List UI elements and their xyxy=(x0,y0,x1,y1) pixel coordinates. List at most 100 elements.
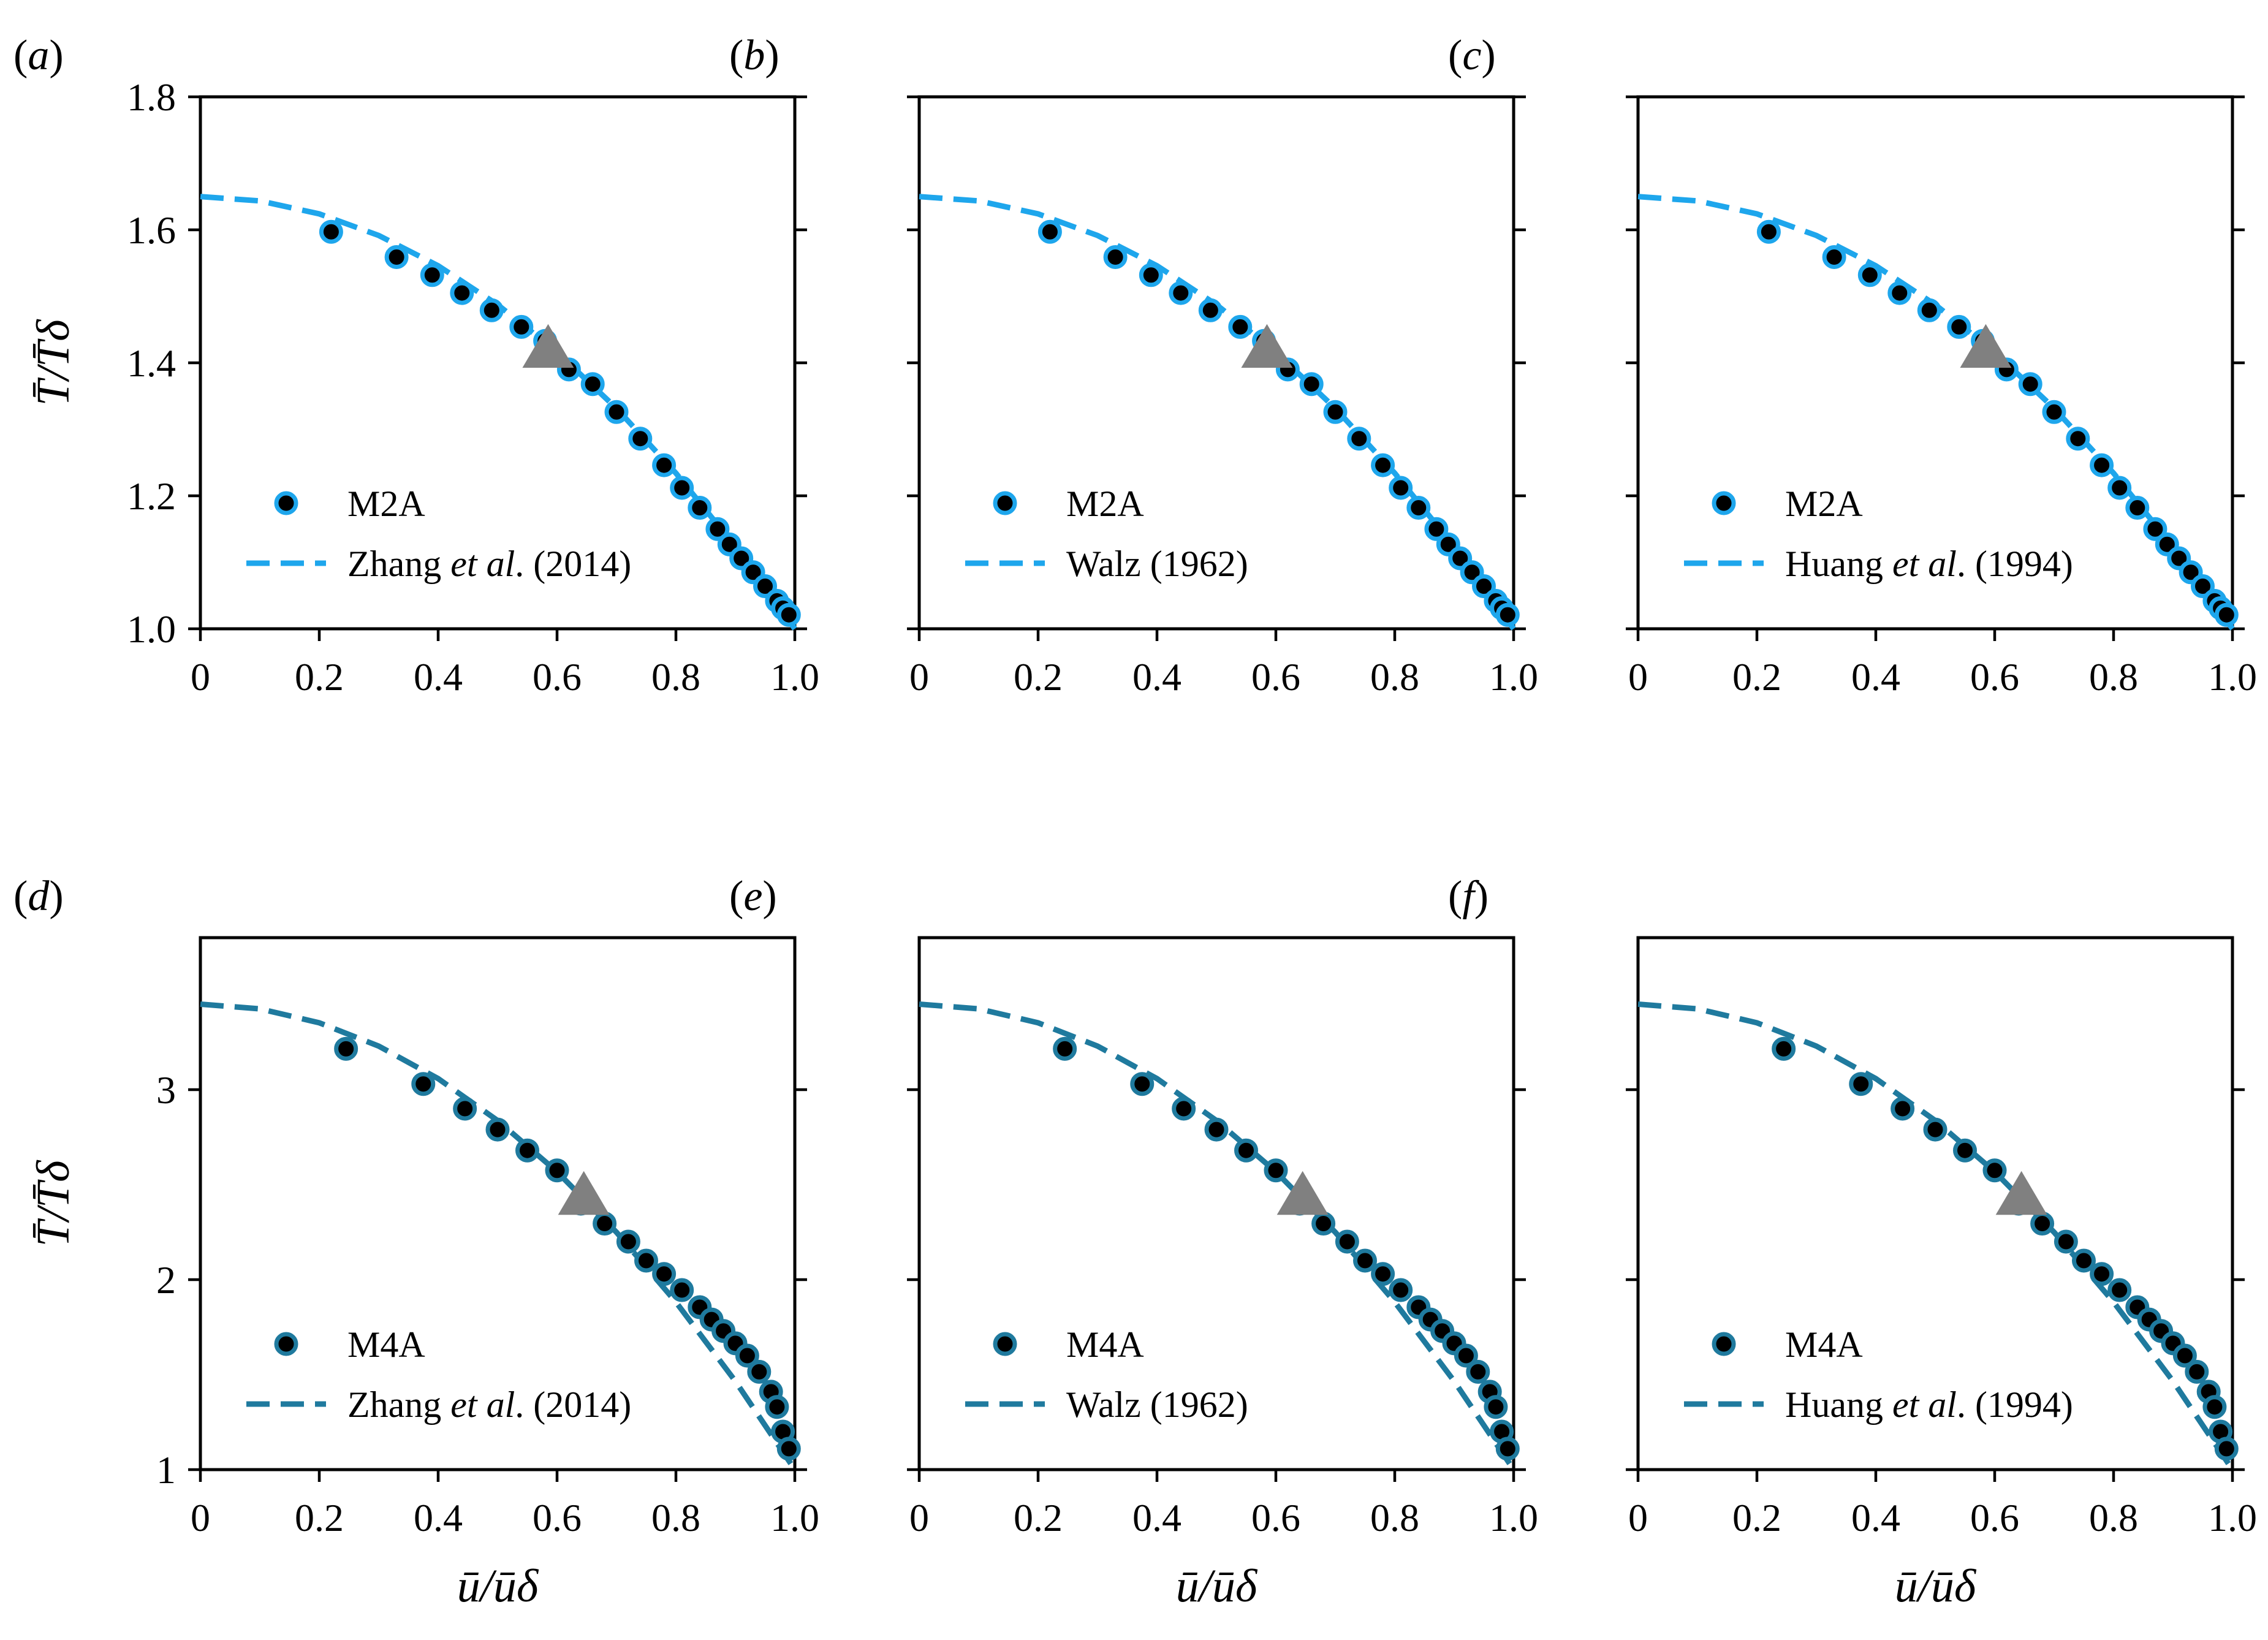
x-tick-label: 0.2 xyxy=(295,1496,344,1539)
data-point xyxy=(1353,1248,1377,1273)
data-point xyxy=(1130,1072,1155,1096)
data-point xyxy=(1947,314,1971,339)
x-tick-label: 0 xyxy=(191,1496,210,1539)
x-tick-label: 0.6 xyxy=(1251,655,1300,699)
x-tick-label: 0.4 xyxy=(1851,1496,1900,1539)
data-point xyxy=(1323,400,1348,424)
x-tick-label: 0 xyxy=(1628,1496,1648,1539)
x-tick-label: 0.4 xyxy=(1851,655,1900,699)
data-point xyxy=(1424,517,1449,541)
data-point xyxy=(2143,517,2167,541)
x-tick-label: 1.0 xyxy=(770,655,819,699)
panel-label: (c) xyxy=(1448,32,1496,79)
x-tick-label: 0.6 xyxy=(1970,1496,2019,1539)
data-point xyxy=(593,1212,617,1236)
x-tick-label: 0 xyxy=(909,1496,929,1539)
legend-label: M4A xyxy=(347,1324,425,1365)
data-point xyxy=(688,496,712,520)
legend-marker xyxy=(274,1332,298,1356)
x-tick-label: 0.4 xyxy=(414,655,463,699)
data-point xyxy=(634,1248,658,1273)
data-point xyxy=(1335,1229,1359,1254)
data-point xyxy=(1037,219,1062,244)
data-point xyxy=(1389,1278,1413,1302)
x-tick-label: 1.0 xyxy=(1489,655,1538,699)
triangle-marker xyxy=(522,324,574,368)
data-point xyxy=(776,1437,801,1461)
data-point xyxy=(1454,1343,1478,1368)
data-point xyxy=(1204,1117,1229,1142)
data-point xyxy=(2172,1343,2197,1368)
x-tick-label: 0.6 xyxy=(533,1496,582,1539)
data-point xyxy=(2090,453,2114,477)
x-tick-label: 1.0 xyxy=(770,1496,819,1539)
x-tick-label: 1.0 xyxy=(2208,1496,2257,1539)
x-tick-label: 0.8 xyxy=(2089,655,2138,699)
legend-marker xyxy=(1712,491,1736,515)
x-tick-label: 0.8 xyxy=(1370,1496,1419,1539)
panel-a: (a) 0 0.2 0.4 0.6 0.8 1.0 1.0 1.2 1.4 1.6 1.8 T̄/T̄δ… xyxy=(13,32,819,699)
data-point xyxy=(545,1158,569,1183)
data-point xyxy=(453,1096,477,1121)
data-point xyxy=(515,1138,539,1163)
triangle-marker xyxy=(1960,324,2012,368)
x-tick-label: 1.0 xyxy=(1489,1496,1538,1539)
legend-label: Walz (1962) xyxy=(1066,1384,1248,1425)
panel-c: (c) 0 0.2 0.4 0.6 0.8 1.0 M2A Huang et al. (1994… xyxy=(1448,32,2257,699)
legend-label: M2A xyxy=(1066,484,1144,524)
x-tick-label: 0.2 xyxy=(295,655,344,699)
data-point xyxy=(2054,1229,2078,1254)
data-point xyxy=(1103,245,1128,269)
data-point xyxy=(411,1072,436,1096)
plot-frame xyxy=(1636,936,2234,1471)
plot-frame xyxy=(917,936,1515,1471)
x-axis-label: ū/ūδ xyxy=(1176,1560,1258,1612)
data-point xyxy=(1371,453,1395,477)
y-tick-label: 1 xyxy=(156,1448,176,1492)
x-tick-label: 0.8 xyxy=(651,1496,700,1539)
data-point xyxy=(1484,1395,1508,1419)
data-point xyxy=(2191,574,2215,599)
data-point xyxy=(1299,372,1324,397)
data-point xyxy=(652,1262,677,1286)
data-point xyxy=(1228,314,1253,339)
data-point xyxy=(1953,1138,1977,1163)
x-tick-label: 0.6 xyxy=(1970,655,2019,699)
panel-label: (e) xyxy=(729,873,777,920)
y-axis-label: T̄/T̄δ xyxy=(28,1160,79,1247)
panel-f: (f) 0 0.2 0.4 0.6 0.8 1.0 ū/ūδ M4A Huang et al. (… xyxy=(1448,873,2257,1612)
triangle-marker xyxy=(1276,1171,1329,1215)
data-point xyxy=(1139,263,1163,287)
data-point xyxy=(2042,400,2066,424)
data-point xyxy=(485,1117,510,1142)
data-point xyxy=(1772,1036,1796,1061)
x-tick-label: 1.0 xyxy=(2208,655,2257,699)
legend-marker xyxy=(993,491,1017,515)
triangle-marker xyxy=(558,1171,610,1215)
y-axis-label-text: T̄/T̄δ xyxy=(28,1160,79,1247)
data-point xyxy=(1234,1138,1258,1163)
data-point xyxy=(2072,1248,2096,1273)
x-tick-label: 0.4 xyxy=(1132,1496,1181,1539)
data-point xyxy=(652,453,677,477)
data-point xyxy=(509,314,534,339)
triangle-marker xyxy=(1995,1171,2047,1215)
x-tick-label: 0.6 xyxy=(533,655,582,699)
data-point xyxy=(2030,1212,2055,1236)
x-tick-label: 0.8 xyxy=(651,655,700,699)
data-point xyxy=(1311,1212,1336,1236)
legend-marker xyxy=(274,491,298,515)
data-point xyxy=(2066,427,2090,451)
data-point xyxy=(2214,1437,2239,1461)
data-point xyxy=(1264,1158,1288,1183)
data-point xyxy=(2090,1262,2114,1286)
x-axis-label-text: ū/ūδ xyxy=(457,1560,539,1612)
data-point xyxy=(1822,245,1846,269)
x-tick-label: 0.2 xyxy=(1732,1496,1781,1539)
x-axis-label-text: ū/ūδ xyxy=(1895,1560,1977,1612)
legend-label: Walz (1962) xyxy=(1066,544,1248,584)
legend-label: Huang et al. (1994) xyxy=(1785,544,2073,584)
y-tick-label: 3 xyxy=(156,1068,176,1112)
y-tick-label: 1.2 xyxy=(127,474,176,518)
data-point xyxy=(1172,1096,1196,1121)
